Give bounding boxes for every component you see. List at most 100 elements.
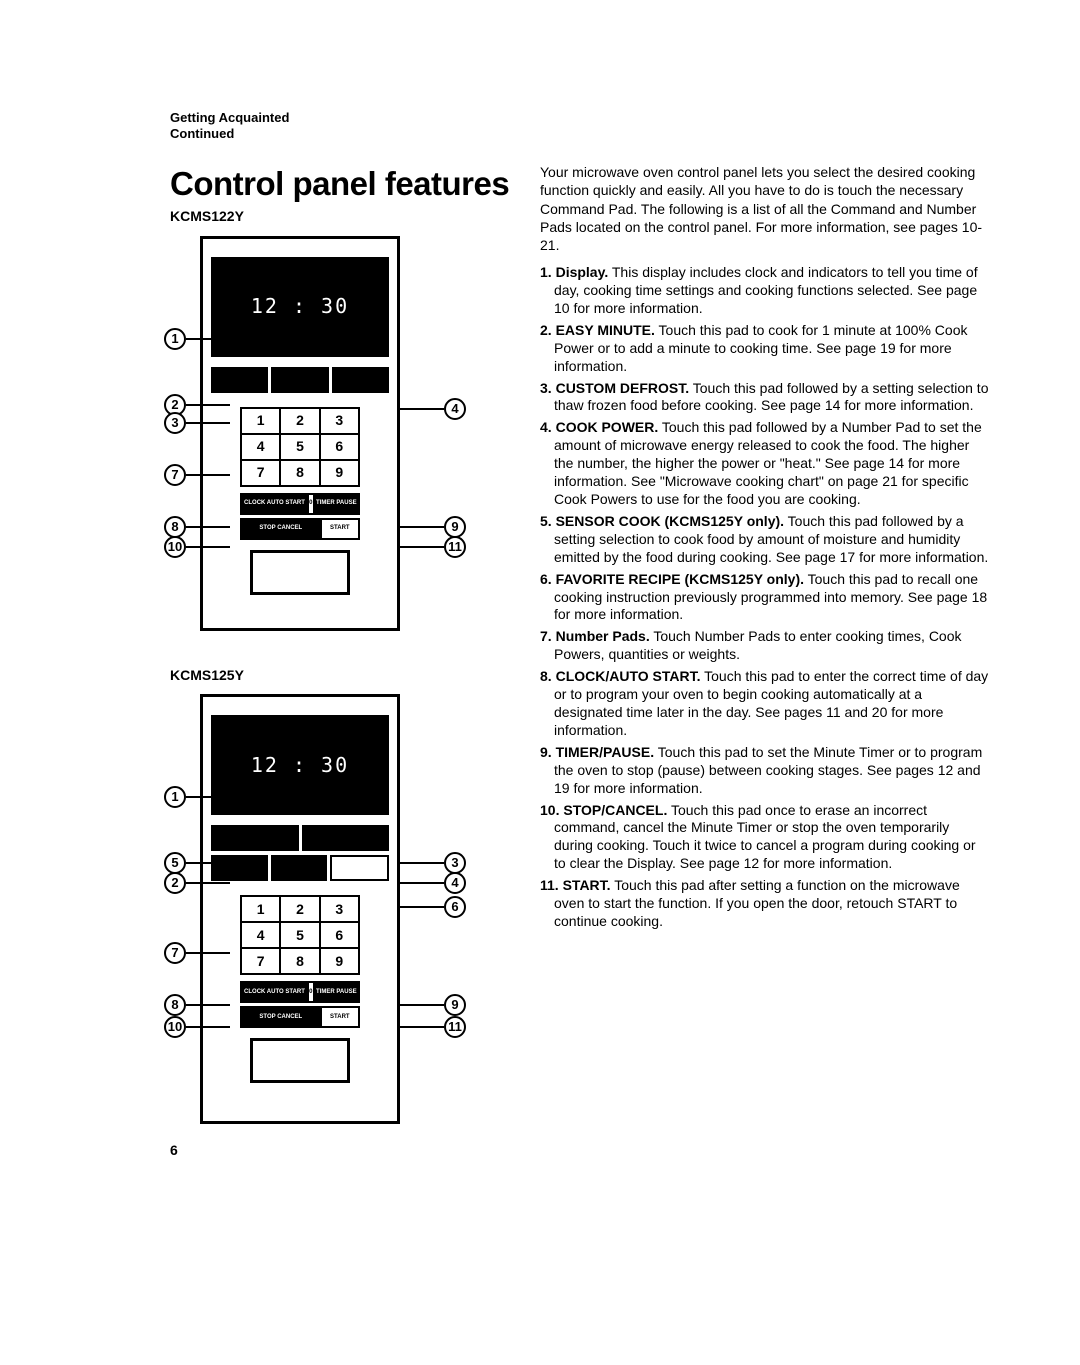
feature-item: 4. COOK POWER. Touch this pad followed b… [554,419,990,509]
callout-bubble: 2 [164,872,186,894]
feature-item: 11. START. Touch this pad after setting … [554,877,990,931]
section-header: Getting Acquainted Continued [170,110,990,141]
easy-minute-pad [211,367,268,393]
panel-b-wrap: 12 : 30 123 456 789 CLOCK AUTO START0TIM… [200,694,510,1124]
stop-pad-b: STOP CANCEL [241,1007,321,1027]
feature-item: 10. STOP/CANCEL. Touch this pad once to … [554,802,990,874]
callout-bubble: 4 [444,872,466,894]
right-column: Your microwave oven control panel lets y… [540,163,990,1160]
callout-bubble: 9 [444,516,466,538]
feature-item: 3. CUSTOM DEFROST. Touch this pad follow… [554,380,990,416]
key-6b: 6 [320,922,359,948]
display-a: 12 : 30 [211,257,389,357]
timer-pad: TIMER PAUSE [314,494,359,514]
feature-item: 7. Number Pads. Touch Number Pads to ent… [554,628,990,664]
bottom-row1-a: CLOCK AUTO START0TIMER PAUSE [240,493,360,515]
timer-pad-b: TIMER PAUSE [314,982,359,1002]
control-panel-b: 12 : 30 123 456 789 CLOCK AUTO START0TIM… [200,694,400,1124]
callout-bubble: 10 [164,536,186,558]
callout-lead [186,546,230,548]
keypad-b: 123 456 789 [240,895,360,975]
callout-8: 8 [164,994,230,1016]
callout-bubble: 9 [444,994,466,1016]
bottom-row1-b: CLOCK AUTO START0TIMER PAUSE [240,981,360,1003]
callout-11: 11 [400,536,466,558]
key-5b: 5 [280,922,319,948]
callout-bubble: 1 [164,786,186,808]
callout-lead [400,882,444,884]
key-2: 2 [280,408,319,434]
bottom-row2-b: STOP CANCELSTART [240,1006,360,1028]
callout-bubble: 4 [444,398,466,420]
callout-4: 4 [400,398,466,420]
start-pad: START [321,519,359,539]
callout-lead [186,474,230,476]
callout-11: 11 [400,1016,466,1038]
favorite-recipe-pad [330,855,389,881]
callout-bubble: 1 [164,328,186,350]
callout-bubble: 6 [444,896,466,918]
model-b-label: KCMS125Y [170,667,510,685]
callout-5: 5 [164,852,230,874]
clock-pad-b: CLOCK AUTO START [241,982,308,1002]
display-b: 12 : 30 [211,715,389,815]
callout-bubble: 11 [444,536,466,558]
callout-lead [400,408,444,410]
callout-lead [186,882,230,884]
key-1: 1 [241,408,280,434]
sensor-cook-pad [211,825,299,851]
viewport-a [250,550,350,595]
callout-lead [186,404,230,406]
header-line2: Continued [170,126,234,141]
features-list: 1. Display. This display includes clock … [540,264,990,931]
callout-lead [186,338,230,340]
callout-bubble: 3 [164,412,186,434]
key-1b: 1 [241,896,280,922]
stop-pad: STOP CANCEL [241,519,321,539]
callout-9: 9 [400,994,466,1016]
callout-6: 6 [400,896,466,918]
callout-bubble: 11 [444,1016,466,1038]
callout-lead [400,862,444,864]
callout-lead [400,1004,444,1006]
callout-lead [186,862,230,864]
key-3: 3 [320,408,359,434]
callout-bubble: 8 [164,994,186,1016]
page-number: 6 [170,1142,510,1160]
feature-item: 6. FAVORITE RECIPE (KCMS125Y only). Touc… [554,571,990,625]
feature-item: 1. Display. This display includes clock … [554,264,990,318]
callout-8: 8 [164,516,230,538]
model-a-label: KCMS122Y [170,208,510,226]
header-line1: Getting Acquainted [170,110,289,125]
callout-1: 1 [164,786,230,808]
feature-item: 2. EASY MINUTE. Touch this pad to cook f… [554,322,990,376]
callout-lead [400,526,444,528]
pad-row-b1 [211,825,389,851]
key-3b: 3 [320,896,359,922]
callout-lead [186,1026,230,1028]
key-9b: 9 [320,948,359,974]
page-title: Control panel features [170,163,510,204]
callout-7: 7 [164,942,230,964]
control-panel-a: 12 : 30 123 456 789 CLOCK AUTO START0TIM… [200,236,400,631]
key-7: 7 [241,460,280,486]
custom-defrost-pad [271,367,328,393]
callout-lead [186,952,230,954]
key-5: 5 [280,434,319,460]
callout-7: 7 [164,464,230,486]
feature-item: 5. SENSOR COOK (KCMS125Y only). Touch th… [554,513,990,567]
key-8: 8 [280,460,319,486]
key-7b: 7 [241,948,280,974]
callout-bubble: 7 [164,942,186,964]
key-4: 4 [241,434,280,460]
callout-3: 3 [164,412,230,434]
key-2b: 2 [280,896,319,922]
callout-9: 9 [400,516,466,538]
viewport-b [250,1038,350,1083]
cook-power-pad-b [271,855,328,881]
key-8b: 8 [280,948,319,974]
callout-bubble: 5 [164,852,186,874]
feature-item: 8. CLOCK/AUTO START. Touch this pad to e… [554,668,990,740]
callout-lead [400,1026,444,1028]
start-pad-b: START [321,1007,359,1027]
